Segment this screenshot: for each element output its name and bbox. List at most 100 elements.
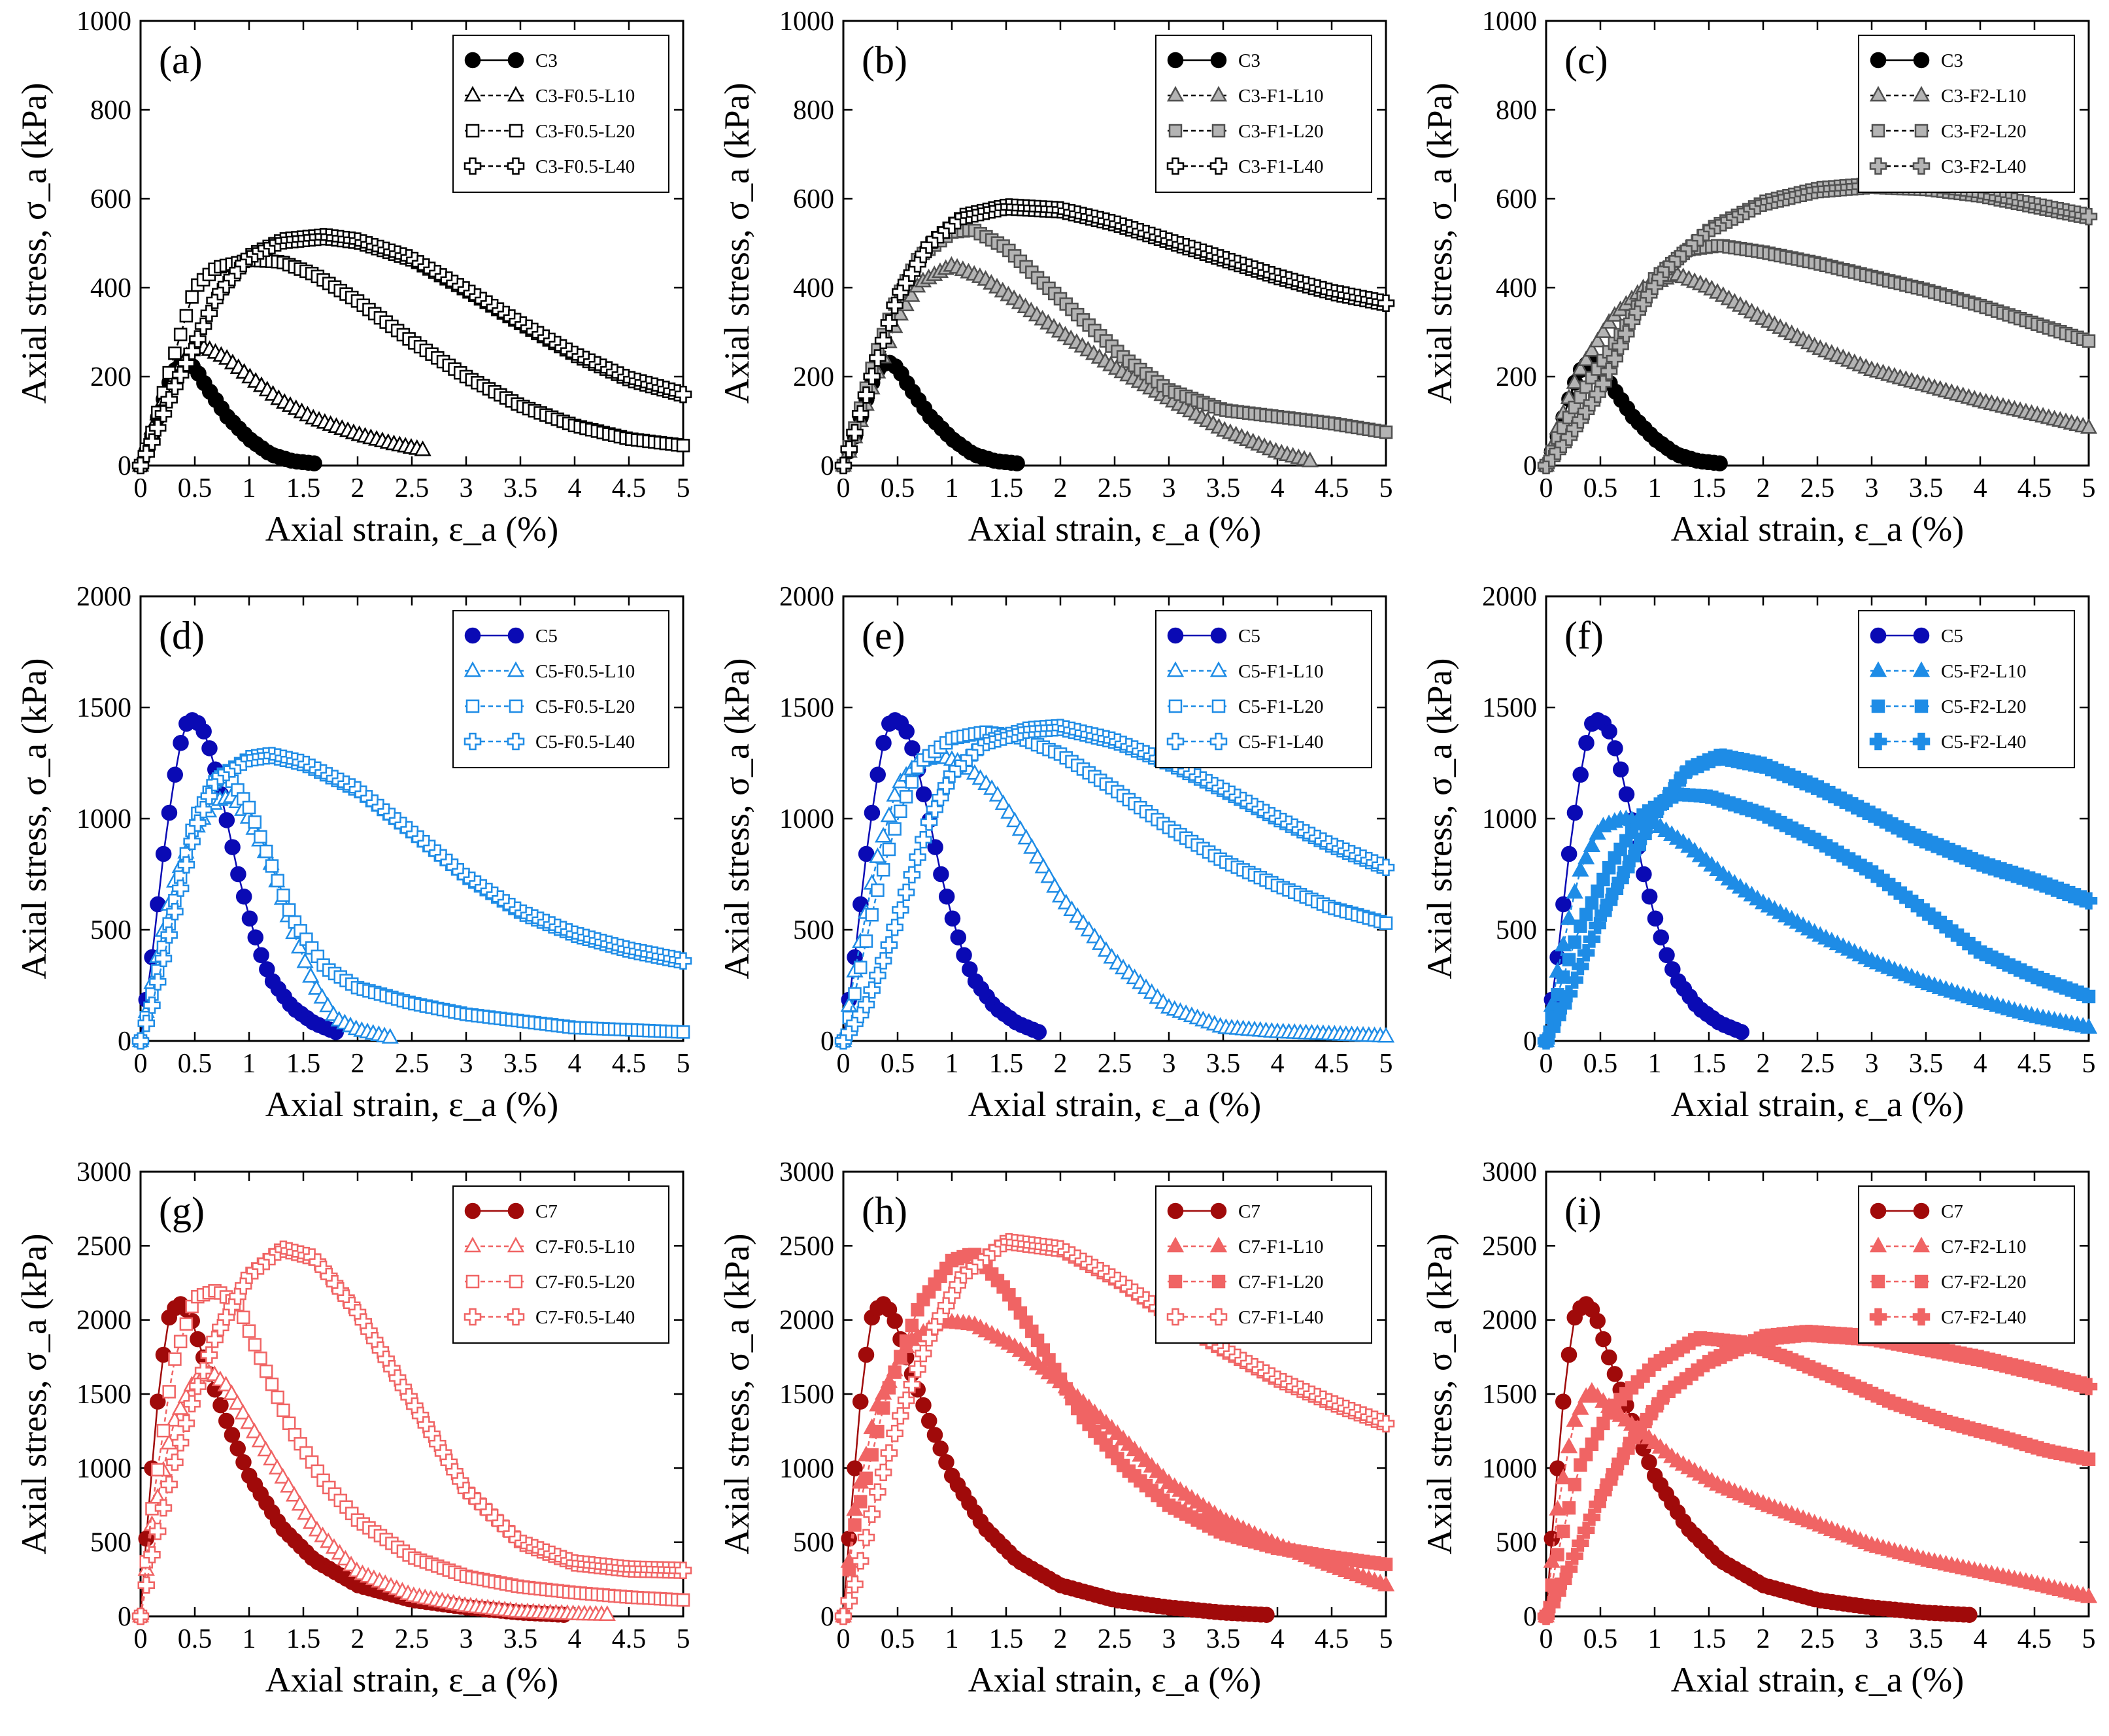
data-point — [1600, 1349, 1617, 1366]
data-point — [248, 1338, 262, 1352]
data-point — [1578, 350, 1595, 366]
x-tick-label: 1.5 — [1692, 1624, 1727, 1654]
data-point — [1961, 1607, 1978, 1623]
x-tick-label: 1.5 — [1692, 1049, 1727, 1079]
data-point — [882, 1381, 896, 1395]
legend-marker — [464, 627, 481, 644]
data-point — [160, 926, 178, 944]
data-point — [869, 349, 886, 367]
legend-marker — [509, 124, 523, 138]
legend-label: C5-F1-L10 — [1238, 661, 1324, 682]
legend-marker — [1210, 627, 1227, 644]
chart-panel-f: 0 0.5 1 1.5 2 2.5 3 3.5 4 4.5 5 0 500 1000 1500 2000 Axi… — [1420, 582, 2098, 1124]
series-C5 — [1538, 712, 1750, 1049]
legend-marker — [1168, 699, 1183, 713]
y-tick-label: 200 — [1496, 362, 1537, 392]
data-point — [265, 859, 279, 873]
data-point — [874, 1463, 892, 1482]
x-axis-label: Axial strain, ε_a (%) — [968, 509, 1262, 549]
chart-panel-a: 0 0.5 1 1.5 2 2.5 3 3.5 4 4.5 5 0 200 400 600 800 1000 Ax… — [14, 7, 692, 549]
data-point — [257, 1440, 275, 1457]
data-point — [414, 440, 431, 456]
y-tick-label: 500 — [90, 915, 131, 945]
x-tick-label: 5 — [2082, 1049, 2096, 1079]
data-point — [875, 734, 892, 751]
data-point — [131, 1607, 150, 1625]
y-tick-label: 800 — [1496, 95, 1537, 126]
x-axis-label: Axial strain, ε_a (%) — [1671, 1085, 1965, 1124]
y-tick-label: 600 — [90, 184, 131, 214]
legend: C7 C7-F1-L10 C7-F1-L20 C7-F1-L40 — [1155, 1185, 1372, 1344]
data-point — [1647, 910, 1664, 927]
series-C7 — [835, 1296, 1275, 1625]
x-tick-label: 5 — [1379, 1624, 1393, 1654]
x-tick-label: 3 — [460, 1624, 473, 1654]
legend-marker — [1209, 1236, 1228, 1253]
data-point — [909, 848, 926, 866]
x-tick-label: 2 — [1757, 1624, 1770, 1654]
legend-label: C5-F2-L20 — [1941, 696, 2027, 717]
data-point — [2080, 418, 2098, 434]
data-point — [888, 822, 902, 836]
legend-marker — [464, 86, 482, 102]
data-point — [381, 1028, 399, 1044]
data-point — [1611, 337, 1629, 355]
legend-marker — [1913, 52, 1930, 69]
data-point — [886, 919, 903, 936]
legend-marker — [1209, 661, 1228, 677]
data-point — [1579, 908, 1593, 921]
data-point — [285, 1486, 303, 1502]
y-axis-label: Axial stress, σ_a (kPa) — [1420, 1233, 1459, 1554]
y-tick-label: 400 — [1496, 273, 1537, 303]
data-point — [166, 377, 184, 396]
data-point — [247, 929, 264, 945]
data-point — [857, 996, 875, 1013]
data-point — [1572, 860, 1589, 877]
data-point — [2080, 1587, 2098, 1603]
data-point — [847, 1460, 863, 1476]
x-tick-label: 3.5 — [1206, 1049, 1241, 1079]
panel-letter: (e) — [862, 614, 905, 657]
x-tick-label: 2 — [1054, 473, 1068, 503]
data-point — [903, 866, 921, 884]
data-point — [161, 804, 178, 821]
data-point — [842, 1563, 856, 1576]
data-point — [848, 1518, 862, 1532]
legend-label: C5 — [1941, 626, 1963, 647]
y-tick-label: 2000 — [1482, 582, 1537, 612]
data-point — [271, 874, 284, 888]
data-point — [277, 888, 290, 902]
data-point — [853, 961, 868, 974]
data-point — [1560, 1560, 1578, 1578]
data-point — [932, 789, 949, 807]
x-tick-label: 3 — [1162, 473, 1176, 503]
y-tick-label: 1000 — [76, 7, 131, 37]
y-tick-label: 1500 — [76, 1380, 131, 1410]
data-point — [1589, 917, 1606, 934]
x-tick-label: 0 — [837, 473, 851, 503]
legend: C3 C3-F2-L10 C3-F2-L20 C3-F2-L40 — [1858, 35, 2075, 193]
legend-marker — [1913, 627, 1930, 644]
x-tick-label: 4 — [568, 473, 582, 503]
legend-marker — [1210, 52, 1227, 69]
series-C5-F1-L40 — [834, 719, 1395, 1050]
data-point — [1549, 1584, 1566, 1602]
y-tick-label: 500 — [793, 915, 834, 945]
y-tick-label: 1000 — [779, 804, 834, 834]
x-tick-label: 3 — [1865, 1049, 1879, 1079]
data-point — [1617, 325, 1635, 343]
data-point — [869, 1483, 886, 1501]
x-tick-label: 1.5 — [286, 473, 321, 503]
data-point — [1555, 896, 1572, 913]
data-point — [1011, 820, 1029, 836]
data-point — [1578, 848, 1595, 864]
data-point — [899, 790, 913, 804]
legend-marker — [1871, 124, 1885, 138]
series-C3-F2-L20 — [1539, 239, 2096, 473]
data-point — [268, 1459, 286, 1474]
x-tick-label: 0 — [134, 1049, 148, 1079]
data-point — [143, 433, 161, 451]
legend-label: C5-F0.5-L20 — [535, 696, 635, 717]
x-tick-label: 2.5 — [395, 1049, 430, 1079]
legend: C5 C5-F0.5-L10 C5-F0.5-L20 C5-F0.5-L40 — [452, 610, 669, 768]
